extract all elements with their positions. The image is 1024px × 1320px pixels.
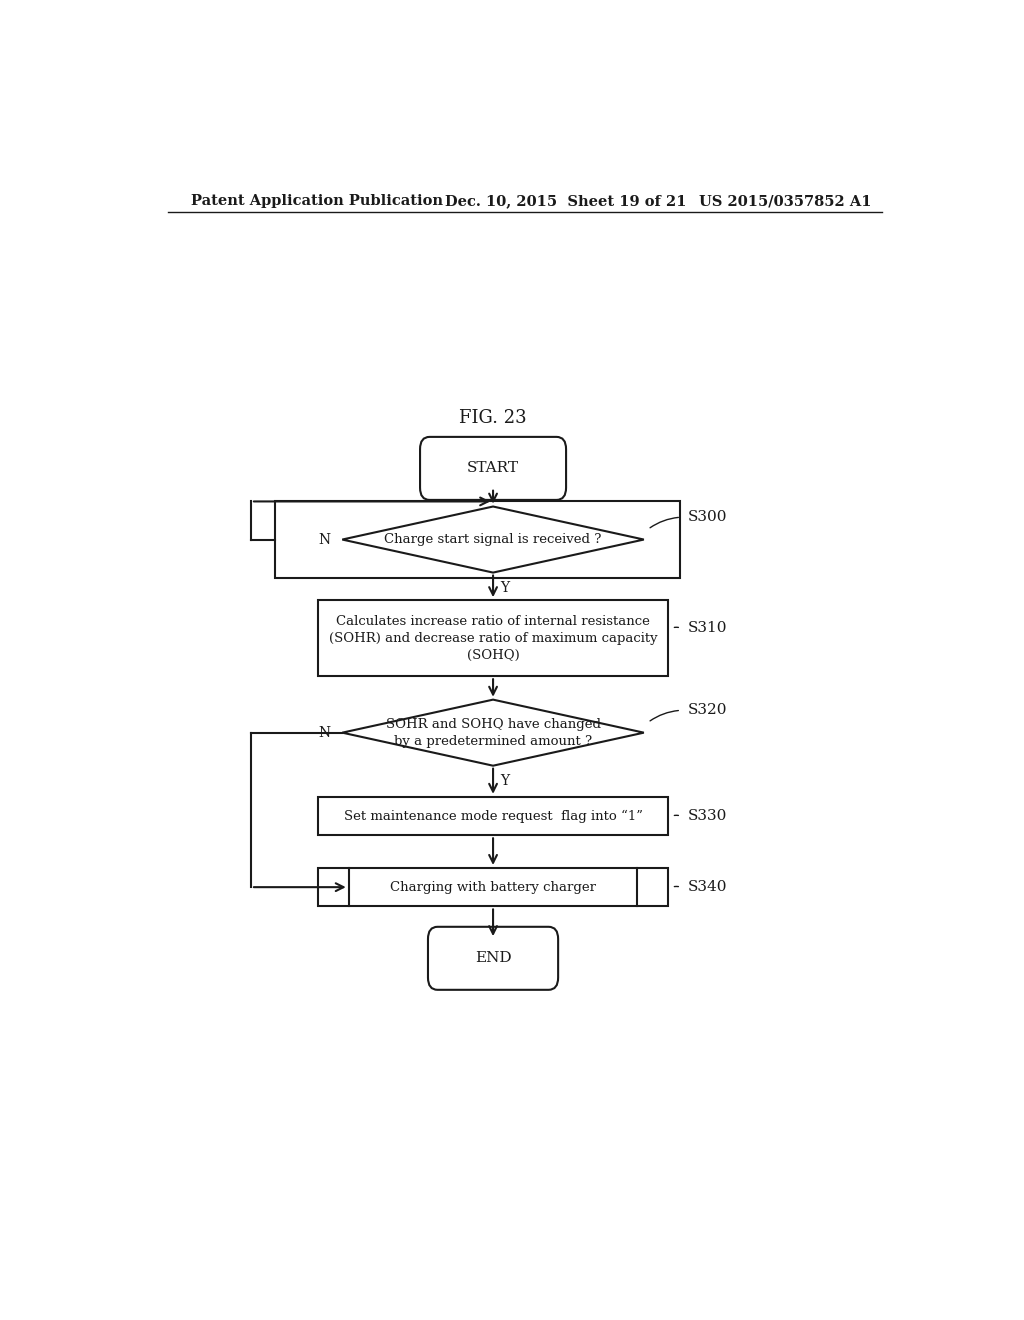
Text: S300: S300 — [687, 511, 727, 524]
FancyArrowPatch shape — [650, 710, 678, 721]
Text: START: START — [467, 462, 519, 475]
Bar — [318, 797, 668, 836]
Text: S330: S330 — [687, 809, 727, 822]
Text: N: N — [318, 726, 331, 739]
FancyBboxPatch shape — [428, 927, 558, 990]
FancyArrowPatch shape — [650, 517, 678, 528]
Text: END: END — [475, 952, 511, 965]
Text: N: N — [318, 532, 331, 546]
FancyBboxPatch shape — [420, 437, 566, 500]
Bar — [318, 601, 668, 676]
Text: SOHR and SOHQ have changed
by a predetermined amount ?: SOHR and SOHQ have changed by a predeter… — [386, 718, 600, 747]
Text: Set maintenance mode request  flag into “1”: Set maintenance mode request flag into “… — [344, 809, 642, 822]
Text: S310: S310 — [687, 620, 727, 635]
Bar — [318, 867, 668, 907]
Bar — [274, 502, 680, 578]
Text: FIG. 23: FIG. 23 — [459, 409, 527, 426]
Text: Patent Application Publication: Patent Application Publication — [191, 194, 443, 209]
Text: Charging with battery charger: Charging with battery charger — [390, 880, 596, 894]
Text: US 2015/0357852 A1: US 2015/0357852 A1 — [699, 194, 871, 209]
Polygon shape — [342, 700, 644, 766]
Polygon shape — [342, 507, 644, 573]
Text: S320: S320 — [687, 704, 727, 717]
Text: Calculates increase ratio of internal resistance
(SOHR) and decrease ratio of ma: Calculates increase ratio of internal re… — [329, 615, 657, 661]
Text: Y: Y — [501, 581, 510, 595]
Text: Dec. 10, 2015  Sheet 19 of 21: Dec. 10, 2015 Sheet 19 of 21 — [445, 194, 687, 209]
Text: Y: Y — [501, 774, 510, 788]
Text: Charge start signal is received ?: Charge start signal is received ? — [384, 533, 602, 546]
Text: S340: S340 — [687, 880, 727, 894]
